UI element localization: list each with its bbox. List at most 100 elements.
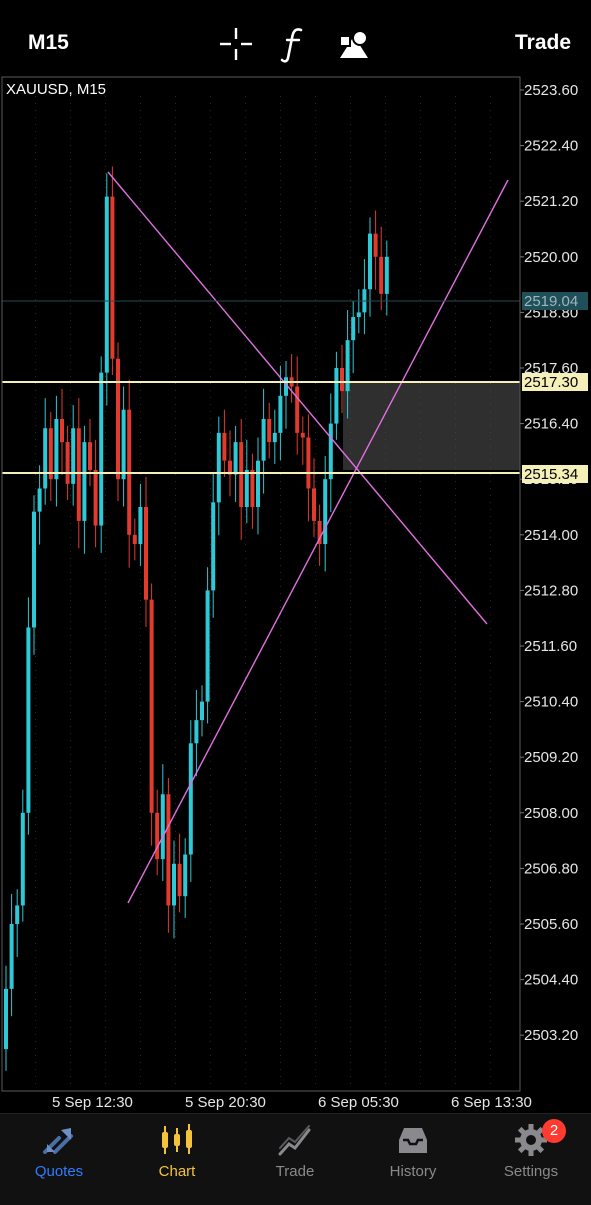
- grid-dot: [175, 369, 176, 370]
- grid-dot: [140, 376, 141, 377]
- grid-dot: [210, 320, 211, 321]
- grid-dot: [350, 124, 351, 125]
- trade-button[interactable]: Trade: [515, 31, 572, 54]
- tab-quotes[interactable]: Quotes: [0, 1114, 118, 1205]
- grid-dot: [210, 187, 211, 188]
- grid-dot: [175, 383, 176, 384]
- tab-settings[interactable]: 2 Settings: [472, 1114, 590, 1205]
- grid-dot: [385, 159, 386, 160]
- tab-history[interactable]: History: [354, 1114, 472, 1205]
- grid-dot: [70, 306, 71, 307]
- grid-dot: [385, 1069, 386, 1070]
- candle-body: [300, 432, 305, 438]
- grid-dot: [455, 215, 456, 216]
- grid-dot: [420, 229, 421, 230]
- trendline-down[interactable]: [107, 171, 488, 625]
- candle-body: [317, 520, 322, 545]
- grid-dot: [245, 257, 246, 258]
- zone-rectangle[interactable]: [343, 383, 520, 470]
- grid-dot: [140, 866, 141, 867]
- grid-dot: [105, 705, 106, 706]
- grid-dot: [490, 656, 491, 657]
- grid-dot: [315, 474, 316, 475]
- price-tick-label: 2517.60: [524, 360, 578, 377]
- grid-dot: [420, 600, 421, 601]
- grid-dot: [280, 1076, 281, 1077]
- price-chart[interactable]: XAUUSD, M15 2523.602522.402521.202520.00…: [0, 76, 591, 1113]
- grid-dot: [245, 572, 246, 573]
- grid-dot: [455, 908, 456, 909]
- grid-dot: [35, 894, 36, 895]
- tab-trade[interactable]: Trade: [236, 1114, 354, 1205]
- grid-dot: [350, 866, 351, 867]
- grid-dot: [35, 964, 36, 965]
- grid-dot: [420, 971, 421, 972]
- grid-dot: [105, 768, 106, 769]
- grid-dot: [35, 719, 36, 720]
- grid-dot: [350, 1020, 351, 1021]
- grid-dot: [35, 929, 36, 930]
- crosshair-icon[interactable]: [216, 24, 256, 64]
- grid-dot: [280, 726, 281, 727]
- grid-dot: [175, 390, 176, 391]
- tab-chart[interactable]: Chart: [118, 1114, 236, 1205]
- grid-dot: [175, 670, 176, 671]
- grid-dot: [455, 817, 456, 818]
- grid-dot: [420, 187, 421, 188]
- grid-dot: [175, 327, 176, 328]
- grid-dot: [455, 656, 456, 657]
- grid-dot: [280, 600, 281, 601]
- grid-dot: [420, 957, 421, 958]
- grid-dot: [210, 243, 211, 244]
- grid-dot: [385, 796, 386, 797]
- grid-dot: [105, 96, 106, 97]
- grid-dot: [315, 285, 316, 286]
- price-tick-label: 2504.40: [524, 972, 578, 989]
- indicators-f-icon[interactable]: [275, 24, 315, 64]
- grid-dot: [70, 145, 71, 146]
- grid-dot: [490, 1041, 491, 1042]
- grid-dot: [490, 327, 491, 328]
- grid-dot: [385, 747, 386, 748]
- grid-dot: [35, 187, 36, 188]
- grid-dot: [455, 1083, 456, 1084]
- grid-dot: [455, 271, 456, 272]
- current-price-tag-bg: [522, 292, 588, 310]
- grid-dot: [420, 705, 421, 706]
- grid-dot: [140, 474, 141, 475]
- grid-dot: [280, 670, 281, 671]
- grid-dot: [385, 362, 386, 363]
- grid-dot: [490, 488, 491, 489]
- grid-dot: [105, 950, 106, 951]
- grid-dot: [455, 628, 456, 629]
- grid-dot: [315, 446, 316, 447]
- grid-dot: [175, 355, 176, 356]
- trendline-up[interactable]: [127, 179, 509, 904]
- grid-dot: [350, 138, 351, 139]
- grid-dot: [140, 992, 141, 993]
- grid-dot: [70, 187, 71, 188]
- grid-dot: [350, 1041, 351, 1042]
- grid-dot: [140, 649, 141, 650]
- grid-dot: [385, 572, 386, 573]
- grid-dot: [350, 131, 351, 132]
- objects-icon[interactable]: [334, 24, 374, 64]
- grid-dot: [385, 96, 386, 97]
- grid-dot: [490, 341, 491, 342]
- grid-dot: [490, 880, 491, 881]
- grid-dot: [280, 355, 281, 356]
- grid-dot: [70, 782, 71, 783]
- grid-dot: [315, 250, 316, 251]
- lower-line-tag-bg: [522, 465, 588, 483]
- grid-dot: [455, 999, 456, 1000]
- grid-dot: [280, 964, 281, 965]
- grid-dot: [490, 334, 491, 335]
- grid-dot: [490, 201, 491, 202]
- grid-dot: [455, 950, 456, 951]
- grid-dot: [280, 915, 281, 916]
- grid-dot: [385, 621, 386, 622]
- grid-dot: [210, 740, 211, 741]
- grid-dot: [455, 509, 456, 510]
- grid-dot: [315, 166, 316, 167]
- timeframe-button[interactable]: M15: [28, 31, 69, 54]
